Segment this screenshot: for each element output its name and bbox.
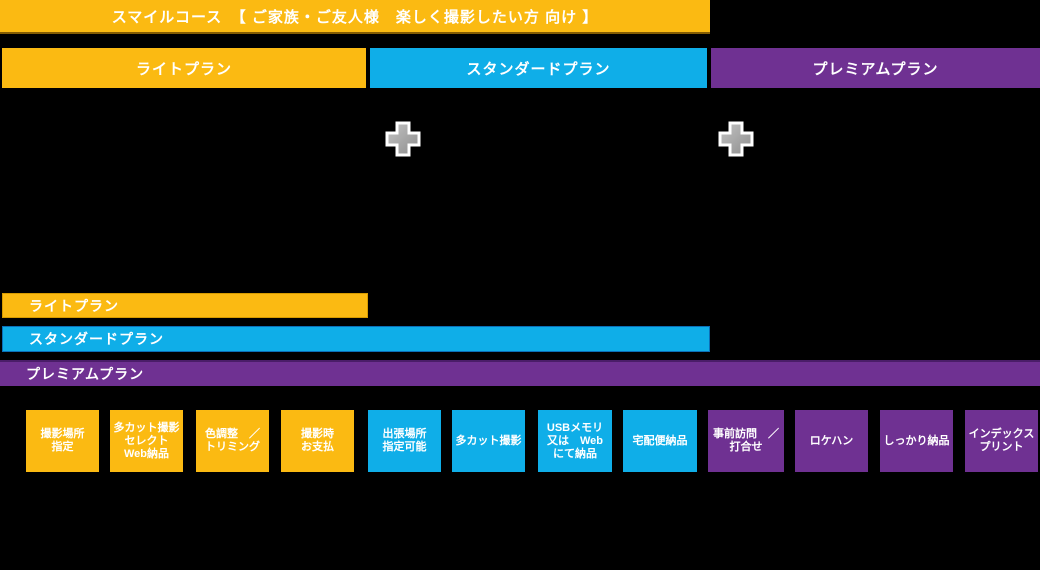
- feature-box-shooting-location: 撮影場所 指定: [26, 410, 99, 472]
- course-banner: スマイルコース 【 ご家族・ご友人様 楽しく撮影したい方 向け 】: [0, 0, 710, 34]
- plan-header-standard: スタンダードプラン: [370, 48, 709, 88]
- plan-bar-standard: スタンダードプラン: [2, 326, 710, 352]
- plus-icon: [716, 119, 756, 159]
- plan-bar-light: ライトプラン: [2, 293, 368, 318]
- feature-box-usb-web-delivery: USBメモリ 又は Web にて納品: [538, 410, 612, 472]
- plan-header-premium: プレミアムプラン: [711, 48, 1040, 88]
- feature-box-advance-meeting: 事前訪問 ／ 打合せ: [708, 410, 784, 472]
- feature-box-multicut-select-web: 多カット撮影 セレクト Web納品: [110, 410, 183, 472]
- feature-box-color-trim: 色調整 ／ トリミング: [196, 410, 269, 472]
- feature-box-pay-at-shoot: 撮影時 お支払: [281, 410, 354, 472]
- plus-icon: [383, 119, 423, 159]
- feature-box-multicut: 多カット撮影: [452, 410, 525, 472]
- plan-bar-premium: プレミアムプラン: [0, 360, 1040, 386]
- plan-header-light: ライトプラン: [2, 48, 368, 88]
- feature-box-thorough-delivery: しっかり納品: [880, 410, 953, 472]
- plan-bar-label: スタンダードプラン: [29, 331, 164, 347]
- feature-box-courier-delivery: 宅配便納品: [623, 410, 697, 472]
- course-banner-title: スマイルコース 【 ご家族・ご友人様 楽しく撮影したい方 向け 】: [111, 8, 599, 26]
- plan-header-label: スタンダードプラン: [466, 60, 611, 78]
- feature-box-location-scouting: ロケハン: [795, 410, 868, 472]
- feature-box-index-print: インデックス プリント: [965, 410, 1038, 472]
- plan-header-label: ライトプラン: [135, 60, 232, 78]
- plan-header-label: プレミアムプラン: [812, 60, 939, 78]
- plan-bar-label: プレミアムプラン: [26, 366, 145, 382]
- feature-box-onsite-location: 出張場所 指定可能: [368, 410, 441, 472]
- plan-bar-label: ライトプラン: [29, 297, 119, 314]
